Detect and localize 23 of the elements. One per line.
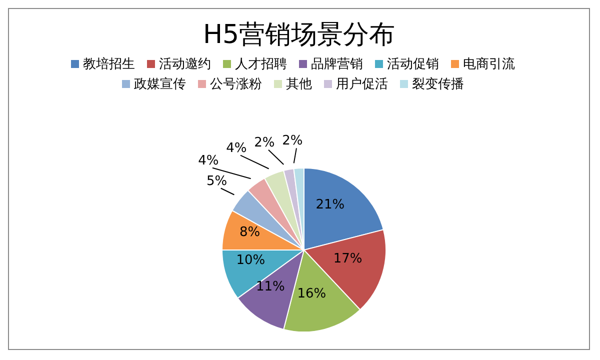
data-label: 10% [236, 253, 266, 268]
data-label: 4% [226, 140, 247, 156]
legend-label: 教培招生 [82, 56, 135, 74]
data-label: 2% [282, 134, 303, 149]
legend-label: 用户促活 [335, 76, 388, 94]
legend-label: 活动邀约 [158, 56, 211, 74]
data-label: 17% [333, 252, 362, 267]
data-label: 16% [297, 286, 326, 302]
chart-title: H5营销场景分布 [202, 19, 396, 51]
data-label: 11% [256, 280, 285, 295]
legend-label: 品牌营销 [310, 56, 363, 74]
legend-label: 政媒宣传 [133, 76, 186, 94]
data-label: 5% [206, 174, 228, 189]
data-label: 4% [198, 153, 219, 168]
legend-label: 电商引流 [462, 56, 515, 74]
data-label: 21% [316, 197, 345, 212]
data-label: 2% [254, 135, 275, 150]
legend-label: 其他 [285, 76, 312, 94]
legend-label: 裂变传播 [411, 76, 464, 94]
data-label: 8% [239, 224, 260, 240]
legend-label: 活动促销 [386, 56, 439, 74]
legend-label: 公号涨粉 [209, 76, 262, 94]
legend-label: 人才招聘 [234, 56, 287, 74]
